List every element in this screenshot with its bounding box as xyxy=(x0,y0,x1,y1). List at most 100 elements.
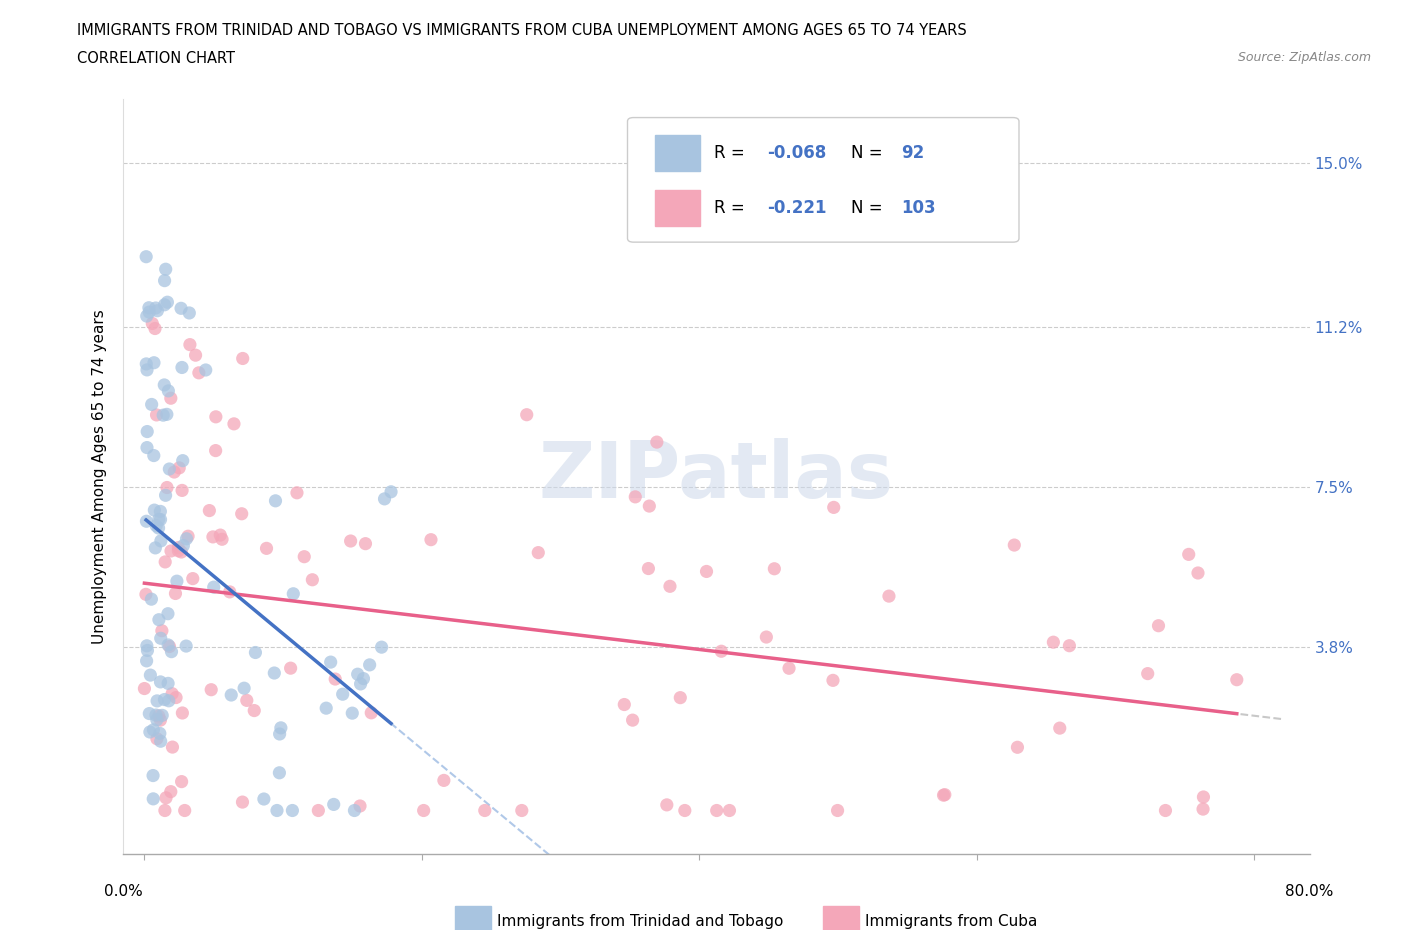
Point xyxy=(149,631,172,645)
Point xyxy=(156,295,179,310)
Point xyxy=(1002,538,1025,552)
Point xyxy=(354,537,377,551)
Point xyxy=(143,540,166,555)
Point xyxy=(659,578,682,593)
Point xyxy=(821,673,844,688)
Point xyxy=(177,529,200,544)
Point xyxy=(201,529,224,544)
Point xyxy=(145,407,167,422)
Point xyxy=(136,643,159,658)
Point xyxy=(256,541,278,556)
Point xyxy=(218,584,240,599)
Point xyxy=(160,543,183,558)
Point xyxy=(167,540,190,555)
Point xyxy=(877,589,900,604)
Point xyxy=(153,804,176,818)
Text: 0.0%: 0.0% xyxy=(104,884,142,898)
Point xyxy=(142,768,165,783)
Point xyxy=(827,804,849,818)
Text: Immigrants from Trinidad and Tobago: Immigrants from Trinidad and Tobago xyxy=(496,914,783,929)
Point xyxy=(474,804,496,818)
Point xyxy=(245,645,267,660)
Point xyxy=(136,424,159,439)
Bar xyxy=(824,907,859,930)
Point xyxy=(1177,547,1199,562)
Point xyxy=(669,690,692,705)
Point xyxy=(211,532,233,547)
Point xyxy=(360,705,382,720)
Point xyxy=(167,460,190,475)
Point xyxy=(194,363,217,378)
Point xyxy=(283,586,305,601)
Point xyxy=(146,731,169,746)
Point xyxy=(148,512,170,526)
Point xyxy=(156,606,179,621)
Point xyxy=(373,491,395,506)
Point xyxy=(233,681,256,696)
Point xyxy=(155,790,177,805)
Point xyxy=(160,644,183,659)
Point xyxy=(149,534,172,549)
Point xyxy=(323,671,346,686)
Point xyxy=(1136,666,1159,681)
Text: IMMIGRANTS FROM TRINIDAD AND TOBAGO VS IMMIGRANTS FROM CUBA UNEMPLOYMENT AMONG A: IMMIGRANTS FROM TRINIDAD AND TOBAGO VS I… xyxy=(77,23,967,38)
Point xyxy=(270,721,292,736)
Point xyxy=(1059,638,1081,653)
Point xyxy=(253,791,276,806)
Point xyxy=(170,360,193,375)
Text: -0.068: -0.068 xyxy=(768,144,827,162)
Point xyxy=(153,273,176,288)
Point xyxy=(1192,790,1215,804)
Point xyxy=(637,561,659,576)
Bar xyxy=(456,907,491,930)
Point xyxy=(202,579,225,594)
Point xyxy=(172,706,194,721)
Point xyxy=(285,485,308,500)
Point xyxy=(1187,565,1209,580)
Point xyxy=(200,683,222,698)
Point xyxy=(516,407,538,422)
Point xyxy=(280,660,302,675)
Point xyxy=(149,726,172,741)
Point xyxy=(149,734,172,749)
Point xyxy=(755,630,778,644)
Text: N =: N = xyxy=(851,144,887,162)
Point xyxy=(149,674,172,689)
Point xyxy=(264,494,287,509)
Point xyxy=(621,712,644,727)
Point xyxy=(142,723,165,737)
Point xyxy=(359,658,381,672)
Point xyxy=(349,799,371,814)
Point xyxy=(142,791,165,806)
Point xyxy=(135,654,157,669)
Point xyxy=(150,708,173,723)
Point xyxy=(173,804,195,818)
Point xyxy=(1007,740,1029,755)
Point xyxy=(136,363,159,378)
Text: ZIPatlas: ZIPatlas xyxy=(538,438,894,514)
Point xyxy=(1049,721,1071,736)
Point xyxy=(148,521,170,536)
Point xyxy=(231,794,253,809)
Point xyxy=(167,543,190,558)
Point xyxy=(370,640,392,655)
Point xyxy=(346,667,368,682)
Point xyxy=(152,407,174,422)
Point xyxy=(146,712,169,727)
Point xyxy=(823,500,845,515)
Point xyxy=(322,797,344,812)
Text: CORRELATION CHART: CORRELATION CHART xyxy=(77,51,235,66)
Point xyxy=(135,514,157,529)
Point xyxy=(673,804,696,818)
Point xyxy=(135,309,157,324)
Point xyxy=(696,564,718,578)
Point xyxy=(166,574,188,589)
Point xyxy=(163,465,186,480)
Point xyxy=(145,708,167,723)
Point xyxy=(655,797,678,812)
Point xyxy=(170,545,193,560)
Point xyxy=(645,434,668,449)
Point xyxy=(710,644,733,658)
Point xyxy=(141,316,163,331)
Point xyxy=(135,638,157,653)
